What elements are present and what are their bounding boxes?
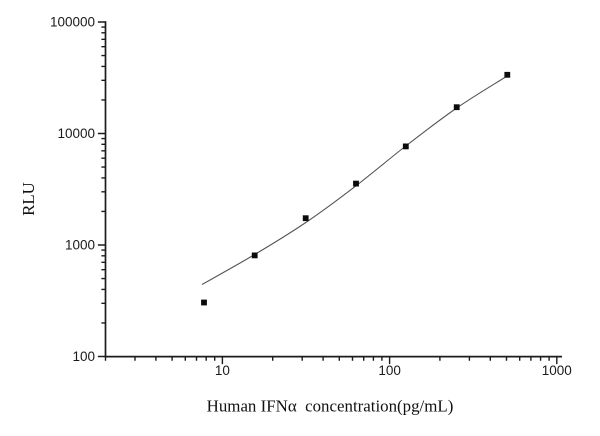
svg-text:10000: 10000	[57, 126, 95, 141]
svg-text:10: 10	[215, 363, 230, 378]
svg-text:100: 100	[378, 363, 401, 378]
svg-text:1000: 1000	[542, 363, 572, 378]
svg-text:RLU: RLU	[19, 182, 38, 216]
svg-text:Human IFNα concentration(pg/m: Human IFNα concentration(pg/mL)	[207, 397, 454, 416]
svg-text:100000: 100000	[50, 15, 95, 30]
svg-text:1000: 1000	[65, 238, 95, 253]
svg-text:100: 100	[72, 349, 95, 364]
